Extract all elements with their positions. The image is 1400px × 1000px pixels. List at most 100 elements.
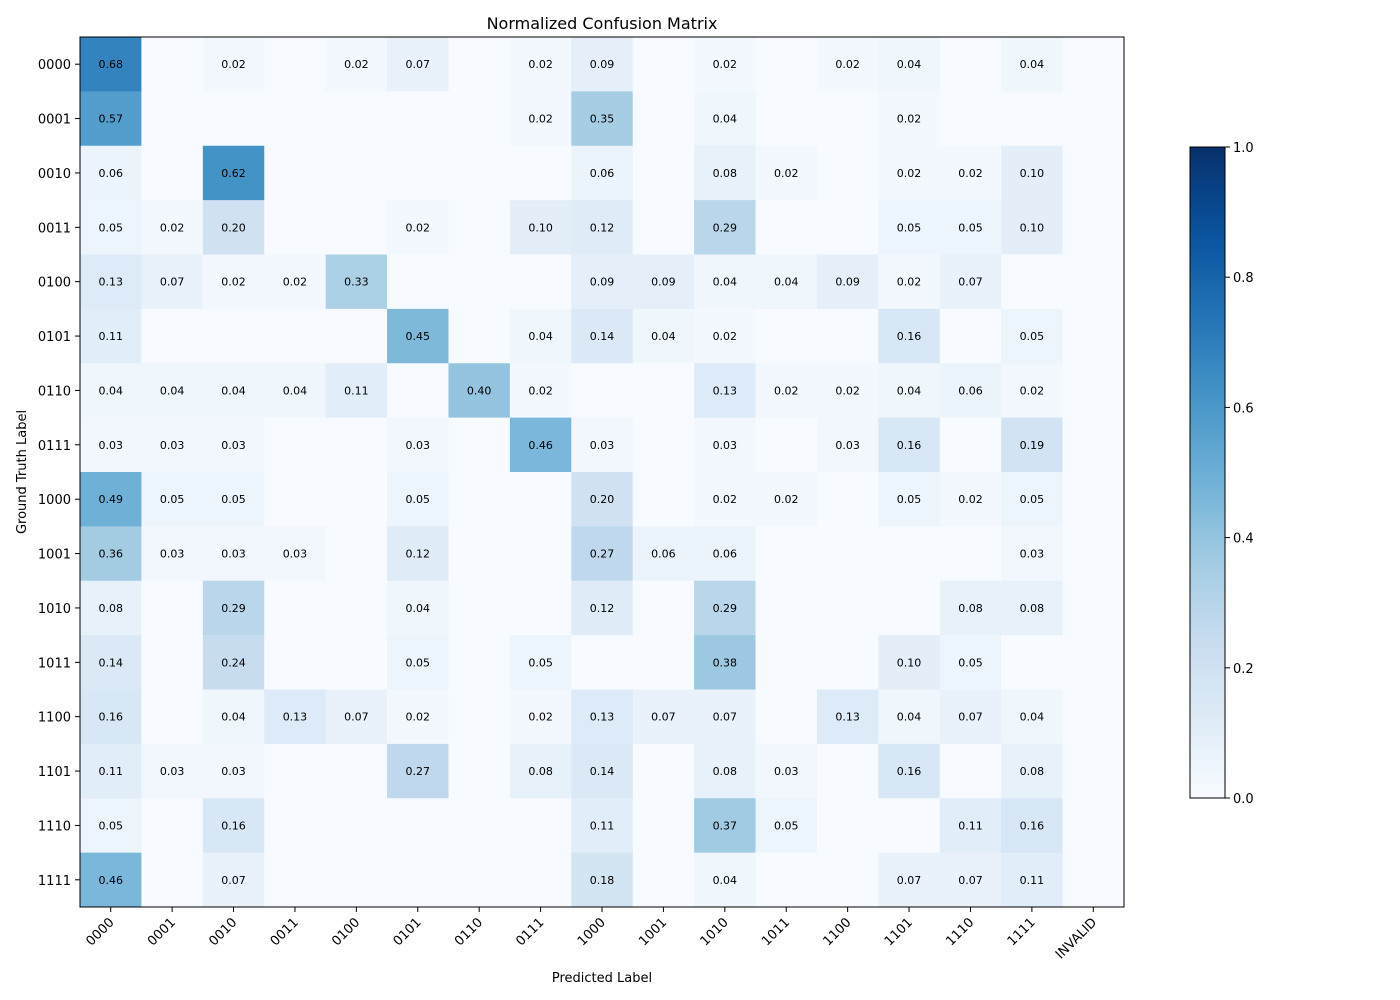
cell-value-label: 0.07	[406, 58, 431, 71]
heatmap-cell	[325, 743, 388, 799]
heatmap-cell	[939, 91, 1002, 147]
cell-value-label: 0.06	[590, 167, 615, 180]
cell-value-label: 0.11	[98, 765, 123, 778]
cell-value-label: 0.05	[1020, 493, 1045, 506]
cell-value-label: 0.27	[590, 548, 615, 561]
heatmap-cell	[387, 91, 449, 147]
heatmap-cell	[387, 37, 449, 92]
heatmap-cell	[694, 852, 756, 908]
cell-value-label: 0.36	[98, 548, 123, 561]
heatmap-cell	[878, 798, 941, 854]
colorbar-tick-label: 0.8	[1233, 271, 1254, 286]
heatmap-cell	[755, 580, 818, 636]
y-tick-label: 0100	[38, 276, 71, 291]
cell-value-label: 0.19	[1020, 439, 1045, 452]
heatmap-cell	[816, 798, 879, 854]
heatmap-cell	[939, 852, 1002, 908]
heatmap-cell	[80, 254, 142, 310]
cell-value-label: 0.04	[221, 711, 246, 724]
heatmap-cell	[816, 37, 879, 92]
x-tick-label: 0110	[452, 915, 486, 949]
heatmap-cell	[202, 635, 265, 690]
heatmap-cell	[1001, 91, 1063, 147]
heatmap-cell	[1062, 91, 1125, 147]
heatmap-cell	[816, 472, 879, 527]
heatmap-cell	[816, 363, 879, 419]
heatmap-cell	[1062, 689, 1125, 745]
heatmap-cell	[141, 580, 204, 636]
cell-value-label: 0.07	[344, 711, 369, 724]
heatmap-cell	[509, 526, 572, 582]
cell-value-label: 0.16	[98, 711, 123, 724]
cell-value-label: 0.04	[651, 330, 676, 343]
heatmap-cell	[571, 254, 634, 310]
heatmap-cell	[80, 91, 142, 147]
cell-value-label: 0.10	[1020, 167, 1045, 180]
cell-value-label: 0.04	[713, 276, 738, 289]
cell-value-label: 0.16	[221, 819, 246, 832]
cell-value-label: 0.11	[98, 330, 123, 343]
heatmap-cell	[141, 743, 204, 799]
heatmap-cell	[141, 689, 204, 745]
y-tick-label: 1000	[38, 493, 71, 508]
heatmap-cell	[509, 254, 572, 310]
x-tick-label: INVALID	[1053, 915, 1100, 962]
heatmap-cell	[387, 526, 449, 582]
heatmap-cell	[264, 472, 327, 527]
cell-value-label: 0.02	[713, 493, 738, 506]
cell-value-label: 0.14	[590, 330, 615, 343]
heatmap-cell	[264, 580, 327, 636]
heatmap-cells	[80, 37, 1125, 908]
heatmap-cell	[202, 798, 265, 854]
cell-value-label: 0.62	[221, 167, 246, 180]
heatmap-cell	[632, 91, 695, 147]
cell-value-label: 0.09	[651, 276, 676, 289]
cell-value-label: 0.04	[160, 384, 185, 397]
y-tick-label: 1111	[38, 874, 71, 889]
heatmap-cell	[325, 417, 388, 473]
cell-value-label: 0.02	[897, 276, 922, 289]
x-tick-label: 0101	[391, 915, 425, 949]
cell-value-label: 0.09	[590, 58, 615, 71]
heatmap-cell	[141, 798, 204, 854]
heatmap-cell	[1062, 743, 1125, 799]
cell-value-label: 0.03	[1020, 548, 1045, 561]
heatmap-cell	[80, 689, 142, 745]
cell-value-label: 0.04	[1020, 58, 1045, 71]
x-tick-label: 1001	[636, 915, 670, 949]
colorbar-ticks: 0.0 0.2 0.4 0.6 0.8 1.0	[1225, 141, 1254, 807]
cell-value-label: 0.02	[528, 384, 553, 397]
cell-value-label: 0.02	[528, 113, 553, 126]
cell-value-label: 0.05	[406, 656, 431, 669]
heatmap-cell	[387, 580, 449, 636]
heatmap-cell	[632, 580, 695, 636]
heatmap-cell	[325, 635, 388, 690]
heatmap-cell	[448, 798, 511, 854]
heatmap-cell	[509, 363, 572, 419]
heatmap-cell	[878, 91, 941, 147]
heatmap-cell	[939, 308, 1002, 364]
cell-value-label: 0.07	[651, 711, 676, 724]
heatmap-cell	[1001, 580, 1063, 636]
cell-value-label: 0.16	[897, 765, 922, 778]
cell-value-label: 0.03	[160, 765, 185, 778]
heatmap-cell	[448, 37, 511, 92]
cell-value-label: 0.06	[651, 548, 676, 561]
x-tick-label: 1111	[1005, 915, 1039, 949]
y-tick-label: 0000	[38, 58, 71, 73]
cell-value-label: 0.02	[406, 221, 431, 234]
heatmap-cell	[878, 145, 941, 201]
heatmap-cell	[1001, 308, 1063, 364]
heatmap-cell	[939, 526, 1002, 582]
heatmap-cell	[141, 254, 204, 310]
x-tick-label: 1101	[882, 915, 916, 949]
cell-value-label: 0.04	[897, 711, 922, 724]
cell-value-label: 0.08	[528, 765, 553, 778]
heatmap-cell	[755, 743, 818, 799]
x-tick-label: 0000	[84, 915, 118, 949]
heatmap-cell	[1001, 526, 1063, 582]
cell-value-label: 0.04	[897, 384, 922, 397]
heatmap-cell	[80, 526, 142, 582]
heatmap-cell	[509, 91, 572, 147]
cell-value-label: 0.03	[160, 548, 185, 561]
